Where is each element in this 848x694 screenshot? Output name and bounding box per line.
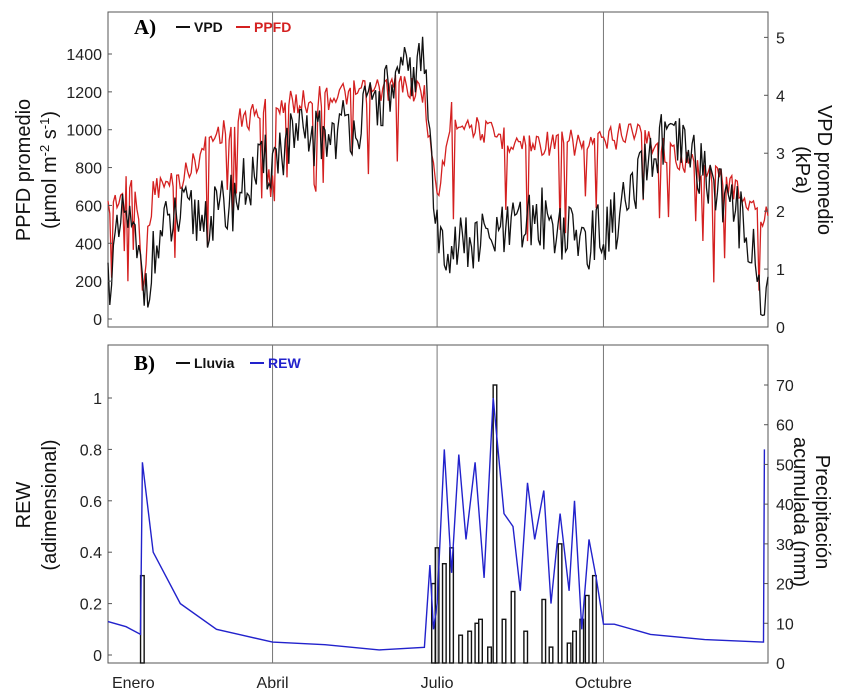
panel-a-left-ticklabel-600: 600 [75,198,102,215]
lluvia-bar [501,618,507,664]
panel-b-series [107,384,766,664]
panel-a-ylabel-right-2: (kPa) [791,146,813,194]
panel-b-right-ticklabel: 10 [776,616,794,633]
panel-b-ylabel-right-2: acumulada (mm) [789,437,811,587]
legend-ppfd-label: PPFD [254,19,291,35]
lluvia-bar [477,618,483,664]
panel-b-right-ticklabel: 20 [776,577,794,594]
panel-a-left-ticklabel-1400: 1400 [66,47,102,64]
panel-a-legend: VPD PPFD [176,19,291,35]
panel-a-left-ticklabel-0: 0 [93,312,102,329]
panel-a-left-ticklabel-400: 400 [75,236,102,253]
panel-b-label: B) [134,351,155,375]
panel-b-right-ticklabel: 60 [776,418,794,435]
x-ticklabel-octubre: Octubre [575,675,632,692]
lluvia-bar [449,547,455,664]
panel-a-right-ticklabel-2: 2 [776,204,785,221]
panel-a-left-ticklabel-1000: 1000 [66,123,102,140]
panel-a-right-ticklabel-4: 4 [776,88,785,105]
panel-b-ylabel-right-1: Precipitación [811,455,833,570]
panel-b-left-ticklabel: 0 [93,648,102,665]
panel-b-left-ticklabel: 0.6 [80,494,102,511]
lluvia-bar [557,543,563,664]
x-ticklabel-enero: Enero [112,675,155,692]
panel-b-left-ticklabel: 0.2 [80,597,102,614]
x-ticklabel-julio: Julio [421,675,454,692]
panel-b-right-ticks: 0 10 20 30 40 50 60 70 [764,378,794,673]
panel-a-ylabel-left-2: (µmol m-2 s-1) [37,111,62,229]
panel-b-legend: Lluvia REW [176,355,301,371]
panel-a-left-ticks: 0 200 400 600 800 1000 1200 1400 [66,47,112,329]
panel-b-left-ticklabel: 0.8 [80,442,102,459]
lluvia-bar [541,598,547,664]
panel-a-vertical-markers [272,12,604,327]
panel-b-right-ticklabel: 50 [776,457,794,474]
panel-b-left-ticks: 0 0.2 0.4 0.6 0.8 1 [80,391,112,665]
panel-a-ylabel-left-1: PPFD promedio [13,99,35,241]
panel-b-right-ticklabel: 30 [776,537,794,554]
panel-b-ylabel-left-1: REW [13,482,35,529]
panel-b-right-ticklabel: 70 [776,378,794,395]
legend-lluvia-label: Lluvia [194,355,235,371]
panel-b-frame [107,344,769,664]
panel-a-right-ticklabel-1: 1 [776,262,785,279]
panel-b-left-ticklabel: 0.4 [80,545,102,562]
panel-b-right-ticklabel: 0 [776,656,785,673]
panel-a-right-ticklabel-5: 5 [776,30,785,47]
panel-a-left-ticklabel-1200: 1200 [66,85,102,102]
panel-a-right-ticks: 0 1 2 3 4 5 [764,30,785,337]
lluvia-bar [492,384,498,664]
lluvia-bar [584,594,590,664]
x-ticklabel-abril: Abril [257,675,289,692]
panel-a-series [107,36,769,317]
panel-b-x-ticks: Enero Abril Julio Octubre [112,675,632,692]
lluvia-bar [434,547,440,664]
panel-b-left-ticklabel: 1 [93,391,102,408]
lluvia-bar [487,646,493,664]
legend-rew-label: REW [268,355,301,371]
panel-a-left-ticklabel-200: 200 [75,274,102,291]
panel-a-right-ticklabel-0: 0 [776,320,785,337]
lluvia-bar [523,630,529,664]
rew-series-line [107,397,766,651]
panel-b: 0 0.2 0.4 0.6 0.8 1 0 10 20 30 40 50 60 70 Enero Abri… [13,344,833,692]
panel-b-right-ticklabel: 40 [776,497,794,514]
lluvia-bar [467,630,473,664]
panel-a-label: A) [134,15,156,39]
vpd-series-line [107,36,769,317]
lluvia-bar [458,634,464,664]
lluvia-bar [441,563,447,664]
panel-a-left-ticklabel-800: 800 [75,161,102,178]
panel-a-right-ticklabel-3: 3 [776,146,785,163]
lluvia-bar [510,590,516,664]
lluvia-bar [591,574,597,664]
ppfd-series-line [107,74,769,291]
panel-b-vertical-markers [272,345,604,663]
lluvia-bar [548,646,554,664]
panel-a-ylabel-right-1: VPD promedio [813,105,835,235]
legend-vpd-label: VPD [194,19,223,35]
lluvia-bar [566,642,572,664]
panel-b-ylabel-left-2: (adimensional) [39,439,61,570]
panel-a: 0 200 400 600 800 1000 1200 1400 0 1 2 3 4 5 A) VPD … [13,11,835,337]
lluvia-bar [572,630,578,664]
panel-a-frame [107,11,769,328]
